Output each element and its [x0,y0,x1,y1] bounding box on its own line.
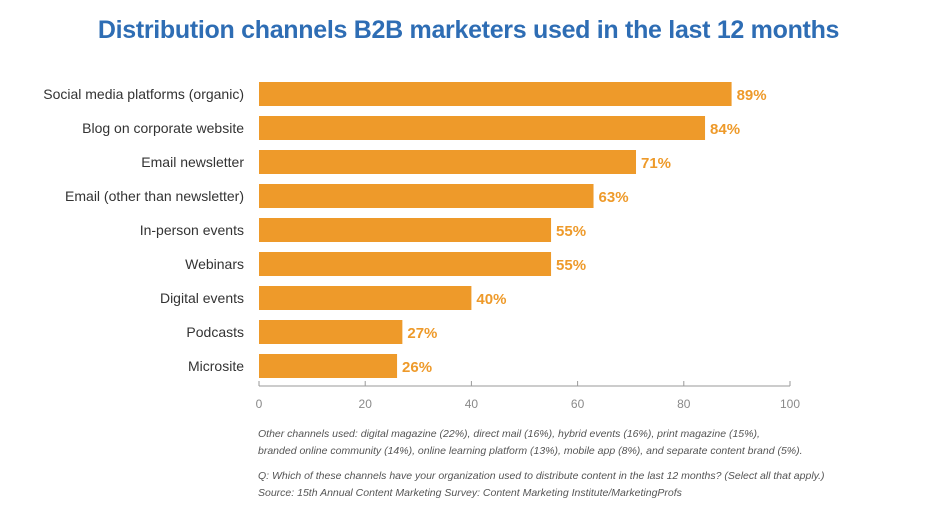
x-tick-label: 60 [571,397,585,411]
other-channels-note-line1: Other channels used: digital magazine (2… [258,428,760,440]
value-label: 26% [402,359,432,376]
source-note: Source: 15th Annual Content Marketing Su… [258,487,682,499]
value-label: 63% [599,189,629,206]
category-label: Blog on corporate website [82,120,244,136]
bar-4 [259,218,552,242]
bar-6 [259,286,472,310]
bar-5 [259,252,552,276]
x-axis: 0 20 40 60 80 100 [256,381,800,411]
value-label: 55% [556,257,586,274]
category-label: Social media platforms (organic) [43,86,244,102]
value-label: 40% [476,291,506,308]
bar-7 [259,320,403,344]
value-label: 84% [710,121,740,138]
category-label: In-person events [140,222,244,238]
category-label: Podcasts [186,324,244,340]
x-tick-label: 80 [677,397,691,411]
bar-3 [259,184,594,208]
x-tick-label: 20 [359,397,373,411]
value-label: 27% [407,325,437,342]
value-label: 71% [641,155,671,172]
survey-question-note: Q: Which of these channels have your org… [258,470,825,482]
value-label: 55% [556,223,586,240]
category-label: Email newsletter [141,154,244,170]
bar-0 [259,82,732,106]
chart-title: Distribution channels B2B marketers used… [97,16,840,44]
bar-1 [259,116,706,140]
category-label: Microsite [188,358,244,374]
value-label: 89% [737,87,767,104]
other-channels-note-line2: branded online community (14%), online l… [258,445,803,457]
category-label: Email (other than newsletter) [65,188,244,204]
category-label: Digital events [160,290,244,306]
bar-2 [259,150,637,174]
x-tick-label: 40 [465,397,479,411]
bar-8 [259,354,398,378]
x-tick-label: 100 [780,397,800,411]
bars-group: Social media platforms (organic) 89% Blog … [43,82,767,378]
x-tick-label: 0 [256,397,263,411]
category-label: Webinars [185,256,244,272]
